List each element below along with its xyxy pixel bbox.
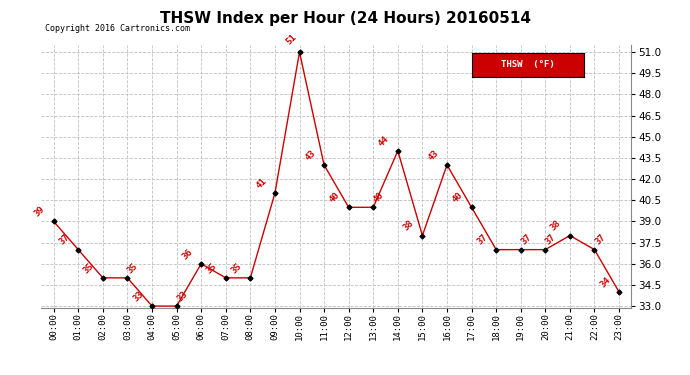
Text: 41: 41: [254, 177, 268, 190]
Text: 39: 39: [33, 205, 47, 219]
Text: 40: 40: [451, 190, 464, 204]
Text: 35: 35: [205, 261, 219, 275]
Text: 37: 37: [544, 233, 558, 247]
Text: 40: 40: [328, 190, 342, 204]
Text: 51: 51: [284, 33, 298, 46]
Text: 40: 40: [372, 190, 386, 204]
Text: 35: 35: [82, 261, 96, 275]
Text: 34: 34: [598, 275, 612, 289]
Text: 36: 36: [180, 247, 195, 261]
Text: 38: 38: [549, 219, 563, 233]
Text: 37: 37: [593, 233, 607, 247]
Text: 43: 43: [426, 148, 440, 162]
Text: 33: 33: [175, 290, 189, 303]
Text: 33: 33: [131, 290, 145, 303]
Text: 44: 44: [377, 134, 391, 148]
Text: 37: 37: [57, 233, 71, 247]
Text: 35: 35: [126, 261, 140, 275]
Text: 43: 43: [303, 148, 317, 162]
Text: THSW Index per Hour (24 Hours) 20160514: THSW Index per Hour (24 Hours) 20160514: [159, 11, 531, 26]
Text: 35: 35: [230, 261, 244, 275]
Text: 37: 37: [475, 233, 489, 247]
Text: 38: 38: [402, 219, 415, 233]
Text: Copyright 2016 Cartronics.com: Copyright 2016 Cartronics.com: [45, 24, 190, 33]
Text: 37: 37: [520, 233, 533, 247]
